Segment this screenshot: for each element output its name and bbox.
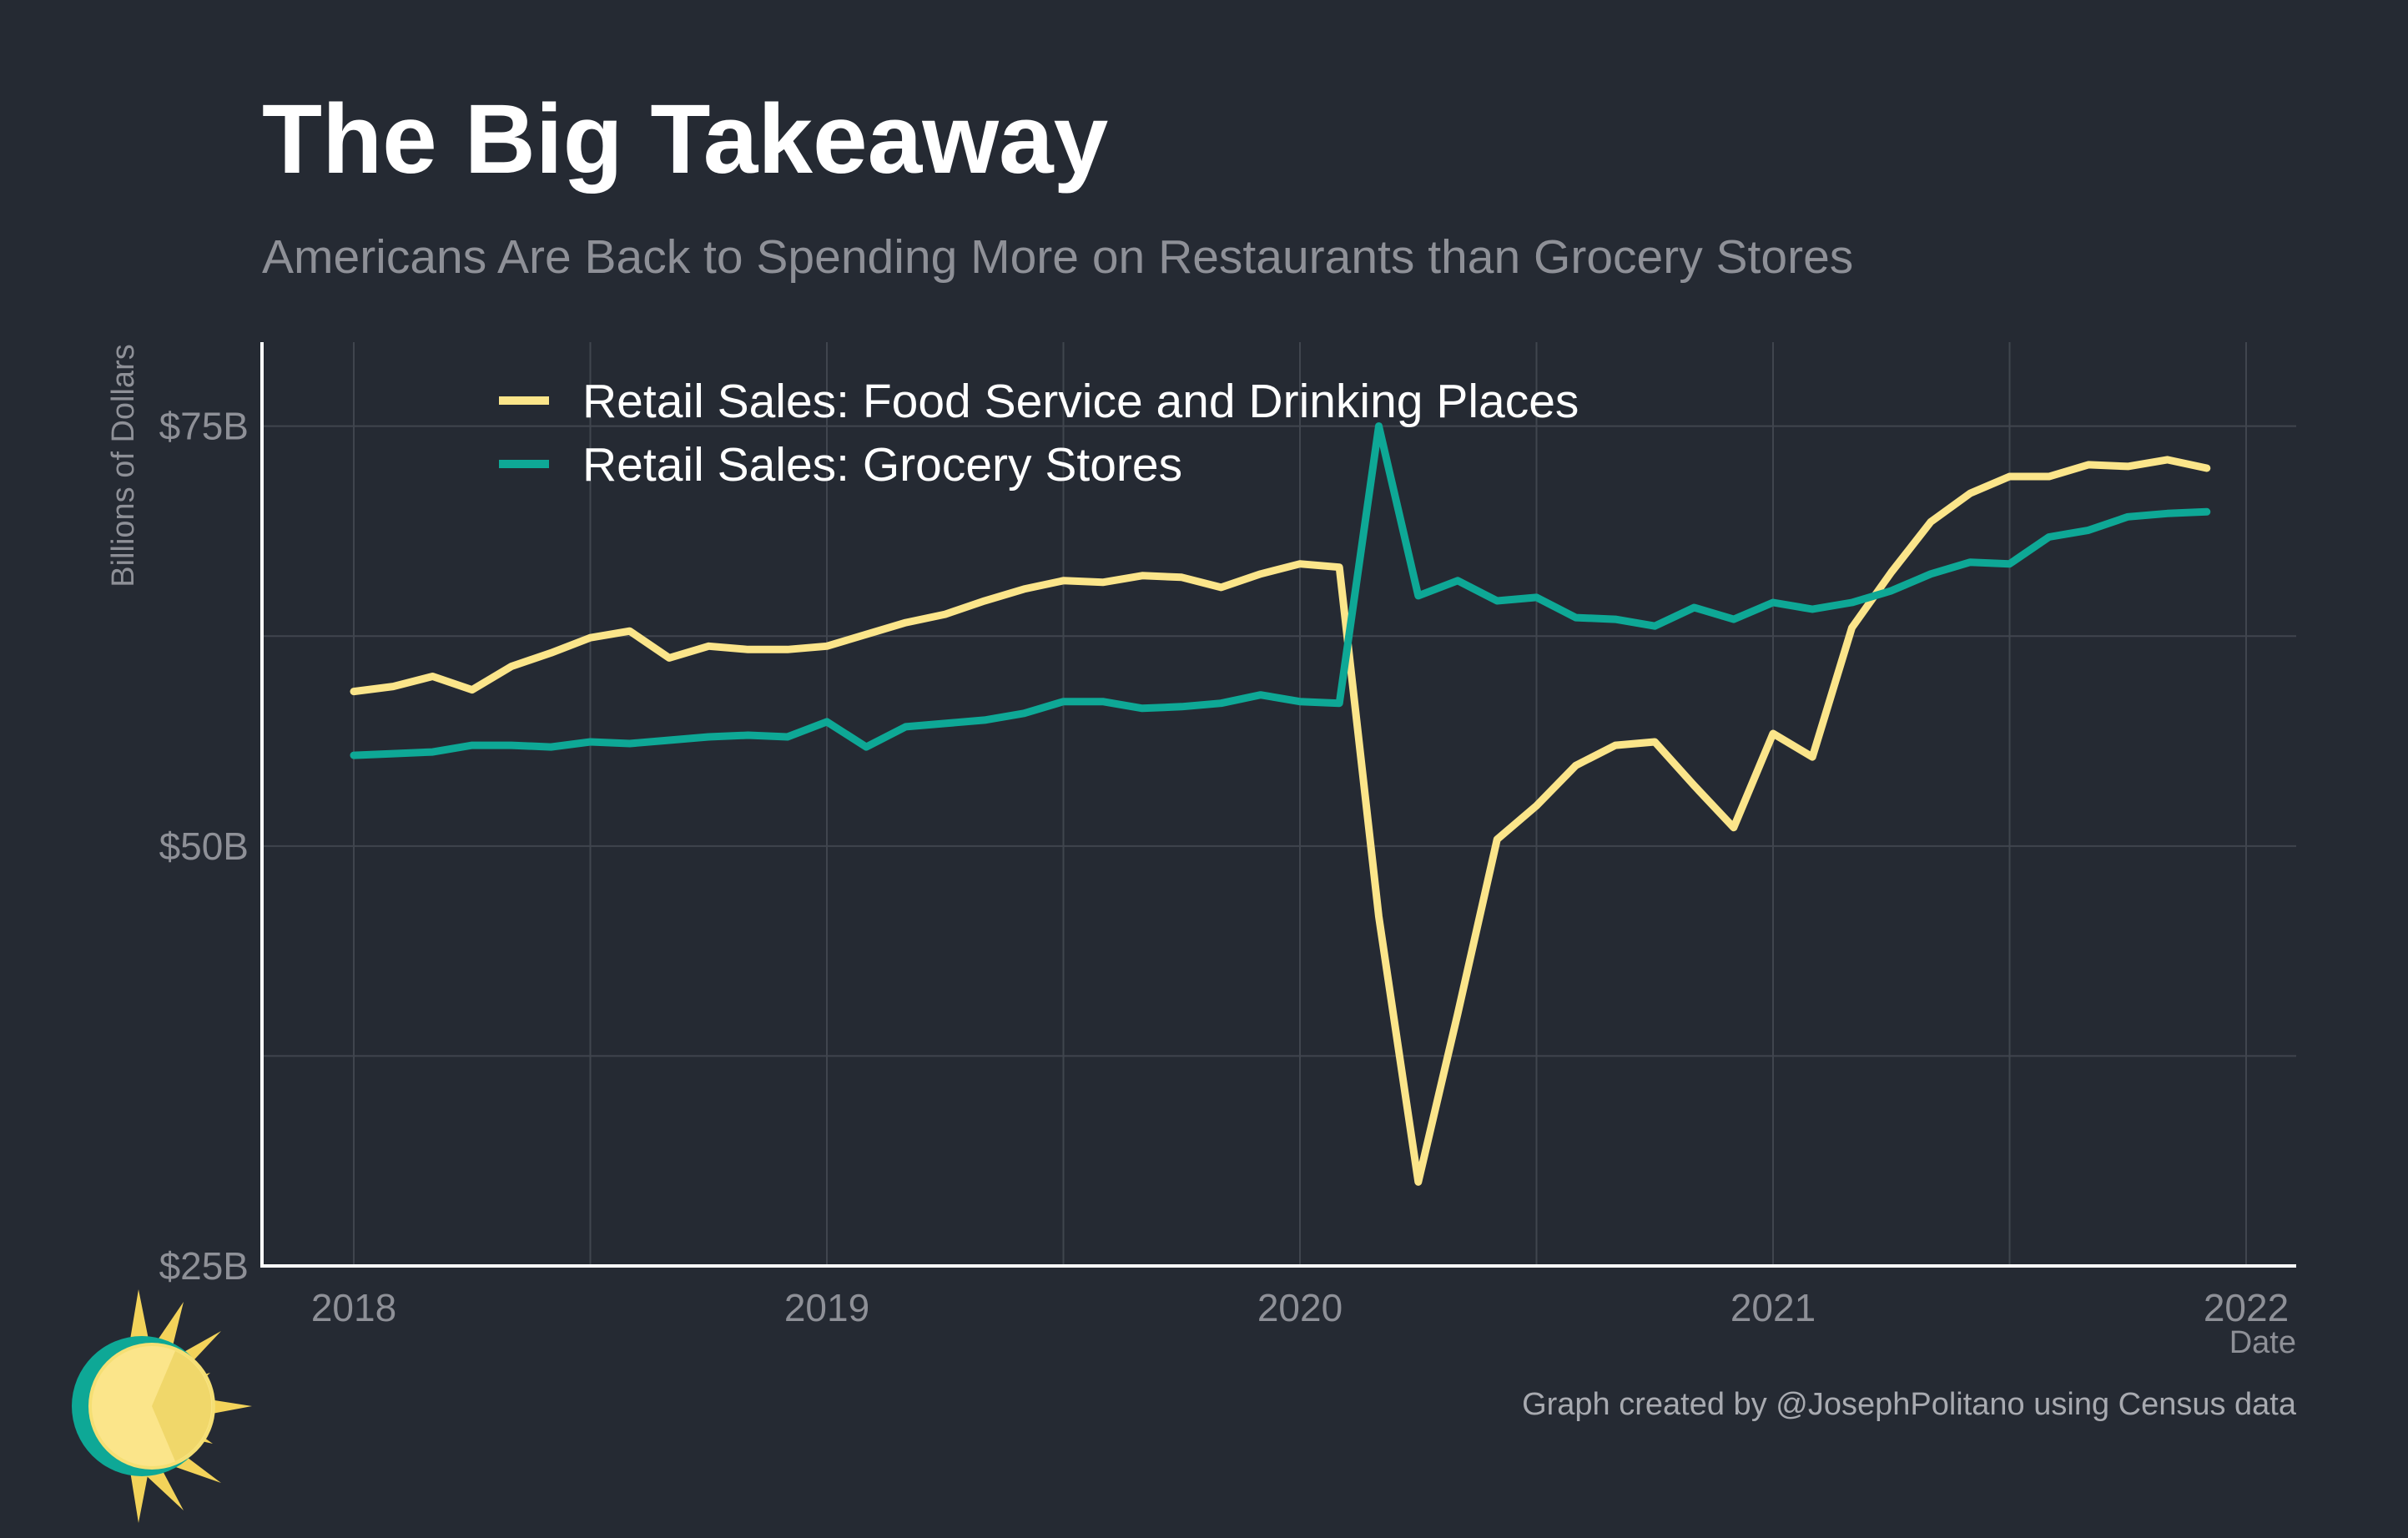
y-tick-label: $75B [159,405,249,448]
x-tick-label: 2020 [1257,1286,1343,1329]
tick-labels: $25B $50B $75B 2018 2019 2020 2021 2022 [159,405,2290,1329]
chart-title: The Big Takeaway [262,84,1109,194]
grid-lines [262,342,2296,1266]
series-lines [350,422,2211,1186]
series-line-food-service [350,456,2211,1186]
sun-logo-icon [72,1289,252,1523]
x-axis-label: Date [2229,1325,2296,1360]
legend: Retail Sales: Food Service and Drinking … [499,375,1579,492]
x-tick-label: 2019 [784,1286,869,1329]
y-axis-label: Billions of Dollars [106,344,141,587]
y-tick-label: $50B [159,824,249,868]
y-tick-label: $25B [159,1244,249,1288]
series-line-grocery [350,422,2211,759]
axes [260,342,2296,1268]
source-caption: Graph created by @JosephPolitano using C… [1522,1387,2296,1422]
chart-subtitle: Americans Are Back to Spending More on R… [262,230,1854,284]
x-tick-label: 2018 [311,1286,396,1329]
legend-label: Retail Sales: Food Service and Drinking … [582,375,1579,428]
x-tick-label: 2021 [1730,1286,1816,1329]
x-tick-label: 2022 [2204,1286,2289,1329]
legend-label: Retail Sales: Grocery Stores [582,438,1182,492]
